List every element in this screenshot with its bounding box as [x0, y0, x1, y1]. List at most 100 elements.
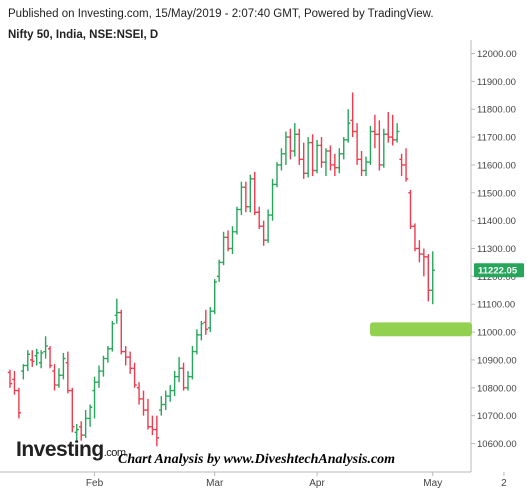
ohlc-bar [221, 231, 226, 266]
ohlc-bar [119, 309, 124, 355]
ohlc-bar [261, 220, 266, 246]
ohlc-bar [372, 114, 378, 149]
y-tick-label: 11600.00 [477, 160, 516, 171]
ohlc-bar [176, 357, 182, 383]
ohlc-bar [159, 396, 164, 416]
ohlc-bar [185, 371, 191, 391]
y-tick-label: 11900.00 [477, 77, 516, 88]
ohlc-bar [390, 114, 395, 146]
ohlc-bar [297, 128, 302, 165]
investing-logo: Investing.com [16, 438, 126, 461]
ohlc-bar [346, 109, 351, 143]
ohlc-bar [239, 181, 244, 216]
ohlc-bar [368, 125, 373, 165]
ohlc-bar [30, 350, 35, 367]
ohlc-bar [350, 92, 355, 138]
ohlc-bar [132, 362, 137, 388]
ohlc-bar [332, 153, 338, 177]
x-tick-label: Apr [309, 478, 325, 489]
ohlc-bar [56, 368, 62, 388]
y-tick-label: 11700.00 [477, 133, 516, 144]
x-tick-label: Mar [206, 478, 224, 489]
ohlc-bar [399, 153, 404, 177]
ohlc-bar [96, 365, 102, 388]
ohlc-bar [225, 230, 231, 252]
y-tick-label: 10800.00 [477, 383, 517, 394]
ohlc-bar [21, 364, 26, 380]
ohlc-bar [79, 421, 84, 441]
ohlc-bar [292, 123, 297, 157]
ohlc-bar [168, 385, 173, 402]
ohlc-bar [141, 390, 146, 416]
ohlc-bar [288, 128, 293, 160]
ohlc-bar [234, 206, 240, 235]
ohlc-bar [154, 415, 160, 447]
y-tick-label: 11300.00 [477, 244, 516, 255]
ohlc-bar [199, 320, 204, 341]
ohlc-bar [203, 309, 208, 335]
ohlc-bar [319, 137, 324, 168]
ohlc-bar [47, 346, 53, 369]
ohlc-bar [341, 137, 346, 160]
ohlc-bar [127, 351, 133, 374]
ohlc-bar [38, 350, 44, 369]
ohlc-bar [12, 371, 17, 395]
ohlc-bar [310, 134, 315, 177]
ohlc-bar [403, 148, 409, 182]
ohlc-bar [110, 320, 115, 352]
ohlc-bar [377, 120, 382, 171]
ohlc-bar [408, 190, 413, 229]
ohlc-bar [314, 139, 320, 174]
ohlc-bar [421, 248, 427, 277]
ohlc-bar [381, 128, 386, 168]
ohlc-bar [257, 206, 262, 229]
ohlc-bar [323, 148, 329, 177]
ohlc-bar [105, 346, 111, 363]
ohlc-bar [270, 178, 275, 221]
ohlc-bar [279, 148, 284, 171]
ohlc-bar [43, 336, 48, 359]
ohlc-bar [114, 298, 119, 324]
ohlc-bar [283, 131, 289, 165]
ohlc-bar [163, 390, 168, 411]
ohlc-bar [87, 404, 93, 427]
y-tick-label: 11500.00 [477, 188, 516, 199]
ohlc-bar [412, 223, 418, 252]
ohlc-bar [248, 174, 253, 213]
ohlc-bar [61, 352, 66, 380]
last-price-badge [474, 263, 524, 278]
ohlc-bar [216, 259, 222, 282]
y-tick-label: 10600.00 [477, 439, 517, 450]
y-tick-label: 11200.00 [477, 272, 516, 283]
ohlc-bar [337, 148, 342, 174]
ohlc-bar [34, 348, 39, 366]
ohlc-bar [92, 376, 97, 419]
ohlc-bar [301, 142, 306, 179]
ohlc-bar [354, 123, 360, 165]
ohlc-bar [25, 350, 30, 372]
y-tick-label: 11100.00 [477, 300, 515, 311]
support-zone [370, 322, 472, 337]
ohlc-bar [190, 346, 195, 380]
ohlc-bar [274, 162, 280, 188]
ohlc-bar [65, 351, 71, 394]
x-tick-label: Feb [86, 478, 104, 489]
ohlc-bar [74, 424, 79, 443]
ohlc-bar [359, 151, 364, 177]
ohlc-bar [328, 145, 333, 171]
ohlc-bar [243, 181, 249, 213]
credit-watermark: Chart Analysis by www.DiveshtechAnalysis… [118, 452, 395, 467]
ohlc-bar [305, 137, 311, 178]
ohlc-bar [123, 346, 128, 366]
ohlc-bar [426, 254, 431, 302]
y-tick-label: 11400.00 [477, 216, 516, 227]
ohlc-bar [172, 371, 177, 397]
y-tick-label: 11800.00 [477, 105, 516, 116]
ohlc-bar [16, 387, 22, 419]
ohlc-bar [70, 387, 75, 433]
ohlc-bar [136, 382, 142, 405]
x-tick-label: May [423, 478, 442, 489]
ohlc-bar [52, 364, 57, 391]
ohlc-bar [7, 369, 13, 388]
